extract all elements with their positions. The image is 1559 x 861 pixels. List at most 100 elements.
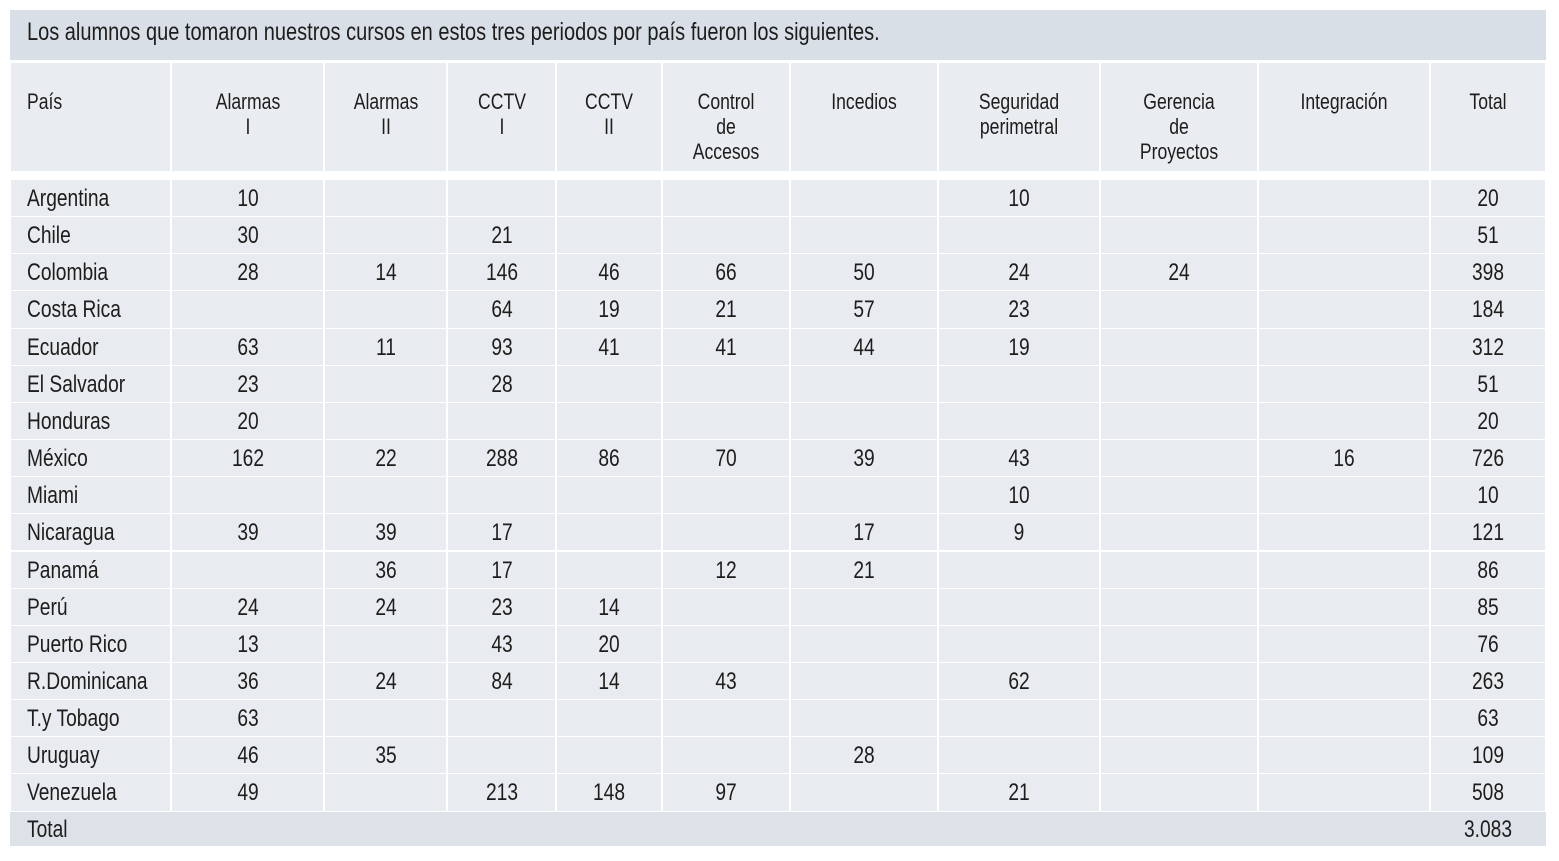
table-cell — [791, 291, 937, 328]
table-cell — [448, 328, 555, 365]
table-cell — [1101, 774, 1257, 811]
count: 41 — [715, 333, 737, 361]
header-text: País — [27, 89, 63, 114]
count: 39 — [236, 519, 259, 547]
count: 23 — [490, 593, 513, 621]
table-cell — [172, 477, 323, 514]
table-cell — [325, 737, 446, 774]
count: 62 — [1008, 667, 1030, 695]
table-cell — [11, 254, 170, 291]
country: Panamá — [27, 556, 99, 584]
country: Costa Rica — [27, 296, 121, 324]
header-text: Integración — [1300, 89, 1388, 114]
count: 13 — [236, 630, 259, 658]
table-cell — [663, 625, 789, 662]
count: 19 — [1008, 333, 1030, 361]
count: 28 — [853, 742, 875, 770]
table-cell — [1259, 217, 1429, 254]
table-cell — [325, 662, 446, 700]
count: 109 — [1471, 742, 1505, 770]
count: 9 — [1013, 519, 1025, 547]
table-cell — [11, 328, 170, 365]
table-cell — [791, 402, 937, 440]
count: 51 — [1477, 222, 1499, 250]
count: 46 — [598, 259, 620, 287]
table-cell — [325, 700, 446, 737]
table-cell — [325, 180, 446, 217]
header-text: de — [1169, 114, 1189, 139]
table-cell — [448, 551, 555, 588]
table-cell — [1101, 402, 1257, 440]
table-cell — [1101, 737, 1257, 774]
count: 184 — [1471, 296, 1505, 324]
table-cell — [11, 551, 170, 588]
count: 35 — [374, 742, 397, 770]
country: México — [27, 445, 88, 473]
count: 93 — [490, 333, 513, 361]
table-cell — [1431, 588, 1545, 625]
table-cell — [325, 625, 446, 662]
header-text: Incedios — [831, 89, 897, 114]
header-cell — [791, 63, 937, 171]
count: 121 — [1471, 519, 1505, 547]
table-cell — [172, 328, 323, 365]
table-cell — [1431, 625, 1545, 662]
count: 86 — [1477, 556, 1499, 584]
table-cell — [663, 217, 789, 254]
count: 398 — [1471, 259, 1505, 287]
count: 44 — [853, 333, 875, 361]
table-cell — [1431, 514, 1545, 551]
table-cell — [448, 180, 555, 217]
table-cell — [1431, 402, 1545, 440]
table-cell — [663, 254, 789, 291]
table-cell — [791, 774, 937, 811]
count: 24 — [1008, 259, 1030, 287]
header-text: Seguridad — [978, 89, 1060, 114]
country: T.y Tobago — [27, 705, 120, 733]
table-cell — [11, 217, 170, 254]
table-cell — [11, 737, 170, 774]
country: Argentina — [27, 185, 110, 212]
table-cell — [663, 774, 789, 811]
header-cell — [663, 63, 789, 171]
table-cell — [939, 625, 1099, 662]
count: 39 — [853, 445, 875, 473]
country: Chile — [27, 222, 71, 250]
table-cell — [448, 402, 555, 440]
table-cell — [557, 217, 661, 254]
table-cell — [939, 328, 1099, 365]
count: 21 — [715, 296, 737, 324]
table-cell — [1101, 551, 1257, 588]
total-value: 3.083 — [1463, 815, 1513, 843]
count: 17 — [853, 519, 875, 547]
table-cell — [939, 402, 1099, 440]
table-cell — [172, 700, 323, 737]
count: 312 — [1471, 333, 1505, 361]
table-cell — [939, 477, 1099, 514]
count: 288 — [485, 445, 518, 473]
table-cell — [448, 217, 555, 254]
count: 28 — [236, 259, 259, 287]
table-cell — [939, 440, 1099, 477]
table-cell — [1431, 291, 1545, 328]
table-cell — [1101, 662, 1257, 700]
table-cell — [791, 217, 937, 254]
table-cell — [1101, 588, 1257, 625]
table-cell — [791, 662, 937, 700]
table-cell — [663, 700, 789, 737]
count: 17 — [490, 519, 513, 547]
header-text: Accesos — [692, 139, 760, 164]
table-cell — [325, 402, 446, 440]
header-cell — [1259, 63, 1429, 171]
table-cell — [1431, 217, 1545, 254]
table-cell — [557, 180, 661, 217]
header-text: I — [245, 114, 250, 139]
table-cell — [11, 774, 170, 811]
table-cell — [939, 700, 1099, 737]
table-cell — [791, 625, 937, 662]
table-cell — [557, 551, 661, 588]
table-cell — [325, 514, 446, 551]
table-cell — [1431, 440, 1545, 477]
table-cell — [791, 365, 937, 402]
table-cell — [172, 291, 323, 328]
